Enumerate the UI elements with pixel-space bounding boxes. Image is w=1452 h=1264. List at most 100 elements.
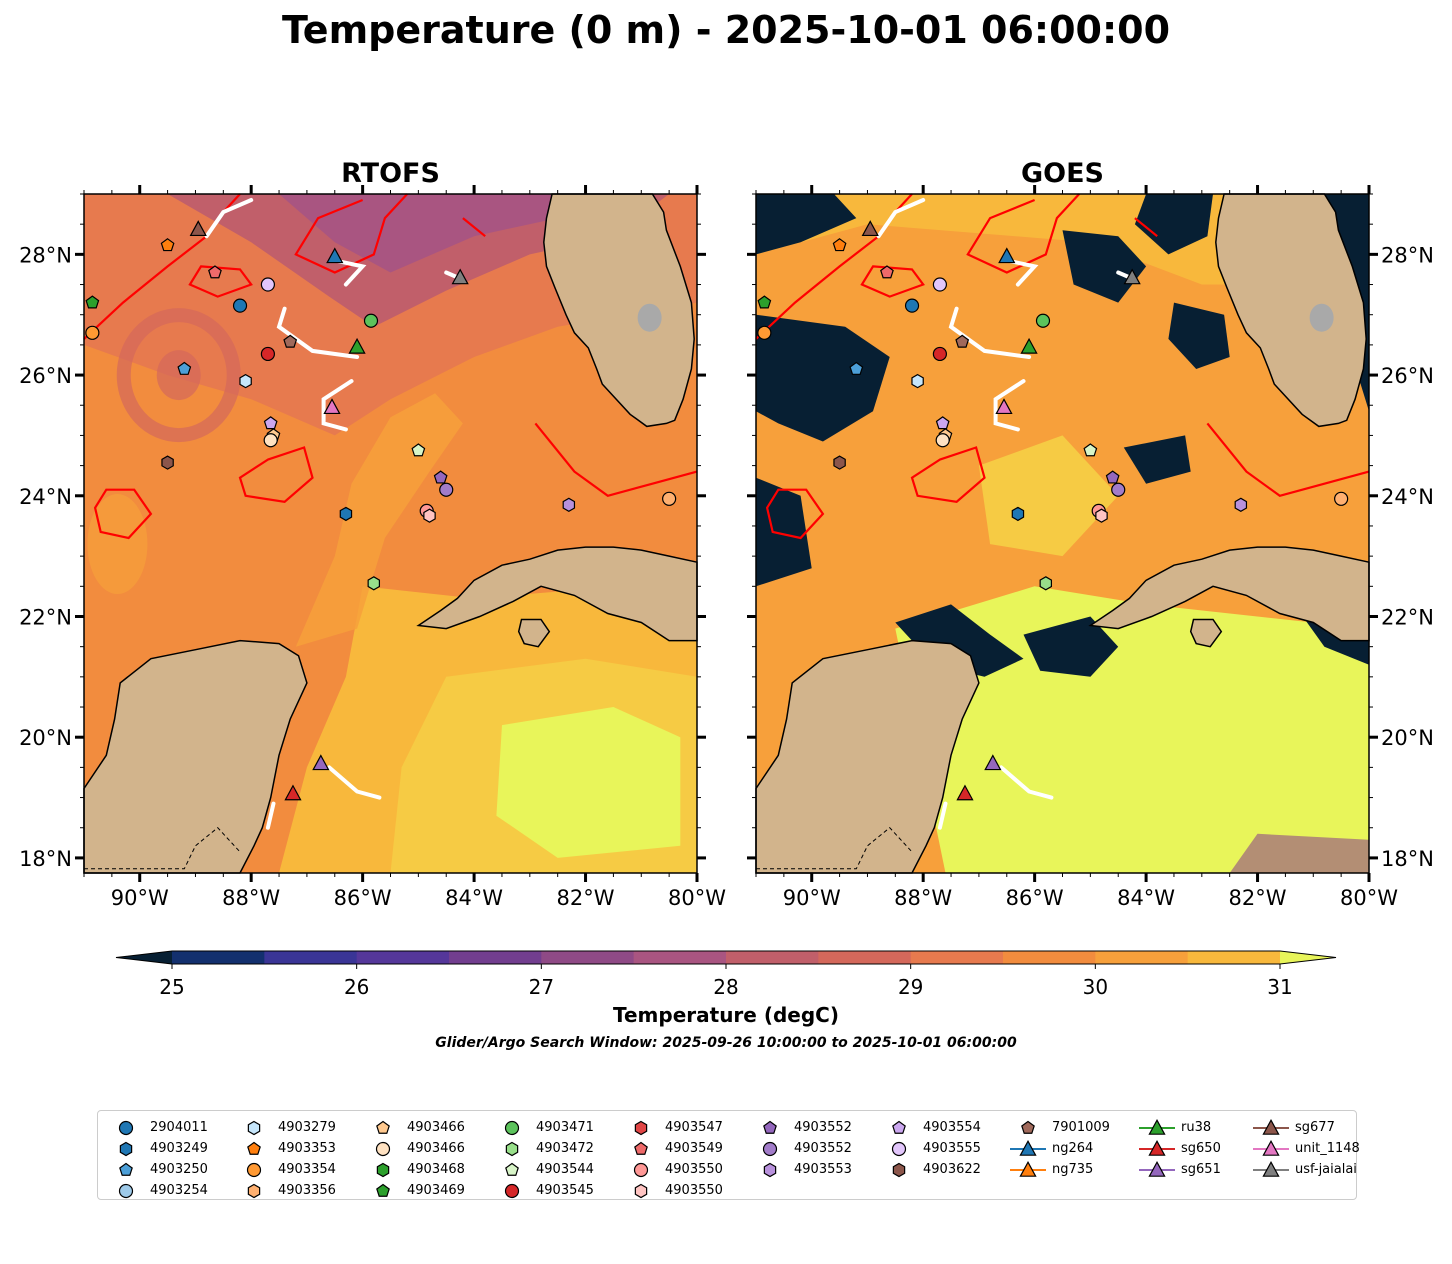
legend-symbol[interactable] — [1148, 1139, 1166, 1156]
platform-4903471[interactable] — [1035, 313, 1051, 328]
platform-4903353[interactable] — [832, 238, 847, 252]
legend-symbol[interactable] — [118, 1120, 134, 1136]
platform-4903549[interactable] — [208, 265, 222, 279]
platform-sg651[interactable] — [984, 754, 1002, 771]
platform-7901009[interactable] — [283, 334, 298, 348]
legend-symbol[interactable] — [247, 1120, 261, 1136]
glider-track — [1004, 258, 1039, 287]
platform-4903250[interactable] — [849, 361, 864, 375]
legend-symbol[interactable] — [247, 1141, 261, 1155]
platform-sg651[interactable] — [312, 754, 330, 771]
legend-symbol[interactable] — [376, 1120, 390, 1134]
platform-4903622[interactable] — [161, 455, 174, 470]
legend-symbol[interactable] — [247, 1183, 261, 1199]
platform-ng264[interactable] — [998, 247, 1016, 264]
platform-4903550[interactable] — [423, 508, 436, 523]
platform-4903554[interactable] — [263, 416, 278, 430]
legend-symbol[interactable] — [763, 1162, 777, 1178]
legend-symbol[interactable] — [1262, 1139, 1280, 1156]
platform-4903545[interactable] — [932, 346, 948, 362]
legend-symbol[interactable] — [1148, 1160, 1166, 1177]
legend-symbol[interactable] — [504, 1120, 520, 1136]
platform-4903354[interactable] — [85, 325, 100, 340]
platform-4903466[interactable] — [263, 433, 278, 448]
platform-usf-jaialai[interactable] — [451, 268, 469, 285]
platform-4903469[interactable] — [757, 295, 772, 309]
platform-4903555[interactable] — [932, 277, 948, 292]
legend-symbol[interactable] — [634, 1120, 648, 1136]
legend-symbol[interactable] — [376, 1162, 390, 1178]
platform-4903279[interactable] — [911, 373, 924, 389]
legend-symbol[interactable] — [504, 1183, 520, 1199]
platform-4903279[interactable] — [239, 373, 252, 389]
land-mass — [517, 618, 551, 648]
platform-ng264[interactable] — [326, 247, 344, 264]
legend-symbol[interactable] — [762, 1141, 778, 1157]
legend-symbol[interactable] — [633, 1162, 649, 1178]
legend-symbol[interactable] — [892, 1120, 906, 1134]
platform-4903552[interactable] — [1111, 482, 1126, 497]
platform-4903552[interactable] — [439, 482, 454, 497]
legend-symbol[interactable] — [1262, 1118, 1280, 1135]
legend-symbol[interactable] — [763, 1120, 777, 1134]
legend-symbol[interactable] — [892, 1162, 906, 1178]
map-panel-rtofs[interactable]: 90°W 88°W 86°W 84°W 82°W 80°W 28°N 26°N 24°N 22°N… — [19, 185, 726, 910]
legend-symbol[interactable] — [505, 1162, 519, 1176]
platform-4903466[interactable] — [935, 433, 950, 448]
platform-sg650[interactable] — [956, 784, 974, 801]
platform-2904011[interactable] — [904, 298, 920, 313]
legend-symbol[interactable] — [376, 1183, 390, 1197]
platform-4903472[interactable] — [367, 576, 381, 591]
platform-ru38[interactable] — [1020, 337, 1038, 354]
legend-symbol[interactable] — [1019, 1160, 1037, 1177]
legend-symbol[interactable] — [505, 1141, 519, 1157]
platform-4903554[interactable] — [935, 416, 950, 430]
legend-symbol[interactable] — [891, 1141, 907, 1157]
platform-4903549[interactable] — [880, 265, 894, 279]
legend-symbol[interactable] — [375, 1141, 391, 1157]
platform-4903250[interactable] — [177, 361, 192, 375]
legend-symbol[interactable] — [1148, 1118, 1166, 1135]
platform-4903622[interactable] — [833, 455, 846, 470]
platform-4903552[interactable] — [433, 470, 448, 484]
platform-4903249[interactable] — [339, 506, 353, 522]
platform-4903552[interactable] — [1105, 470, 1120, 484]
platform-4903544[interactable] — [411, 443, 426, 457]
platform-4903553[interactable] — [1234, 497, 1248, 513]
platform-4903249[interactable] — [1011, 506, 1025, 522]
platform-unit_1148[interactable] — [995, 398, 1013, 415]
platform-4903469[interactable] — [85, 295, 100, 309]
platform-4903353[interactable] — [160, 238, 175, 252]
legend-item: sg650 — [1137, 1138, 1221, 1159]
platform-4903553[interactable] — [562, 497, 576, 513]
legend-symbol[interactable] — [634, 1183, 648, 1199]
legend-symbol[interactable] — [1262, 1160, 1280, 1177]
platform-4903544[interactable] — [1083, 443, 1098, 457]
map-panel-goes[interactable]: 90°W 88°W 86°W 84°W 82°W 80°W 28°N 26°N 24°N 22°N… — [747, 185, 1434, 910]
platform-2904011[interactable] — [232, 298, 248, 313]
legend-symbol[interactable] — [246, 1162, 262, 1178]
legend-symbol[interactable] — [118, 1183, 134, 1199]
platform-4903555[interactable] — [260, 277, 275, 292]
legend-symbol[interactable] — [119, 1141, 133, 1157]
platform-usf-jaialai[interactable] — [1123, 268, 1141, 285]
platform-4903471[interactable] — [363, 313, 379, 328]
colorbar-bin — [449, 951, 542, 964]
platform-4903354[interactable] — [757, 325, 772, 340]
platform-sg677[interactable] — [861, 220, 879, 237]
platform-7901009[interactable] — [955, 334, 970, 348]
legend-symbol[interactable] — [1019, 1139, 1037, 1156]
platform-4903356[interactable] — [1334, 491, 1349, 506]
platform-ru38[interactable] — [348, 337, 366, 354]
legend-label: 4903547 — [665, 1120, 723, 1135]
legend-symbol[interactable] — [634, 1141, 648, 1155]
platform-4903550[interactable] — [1095, 508, 1108, 523]
legend-symbol[interactable] — [119, 1162, 133, 1176]
legend-symbol[interactable] — [1021, 1120, 1035, 1134]
platform-4903356[interactable] — [662, 491, 677, 506]
platform-sg650[interactable] — [284, 784, 302, 801]
platform-sg677[interactable] — [189, 220, 207, 237]
platform-unit_1148[interactable] — [323, 398, 341, 415]
platform-4903472[interactable] — [1039, 576, 1053, 591]
platform-4903545[interactable] — [260, 346, 275, 362]
